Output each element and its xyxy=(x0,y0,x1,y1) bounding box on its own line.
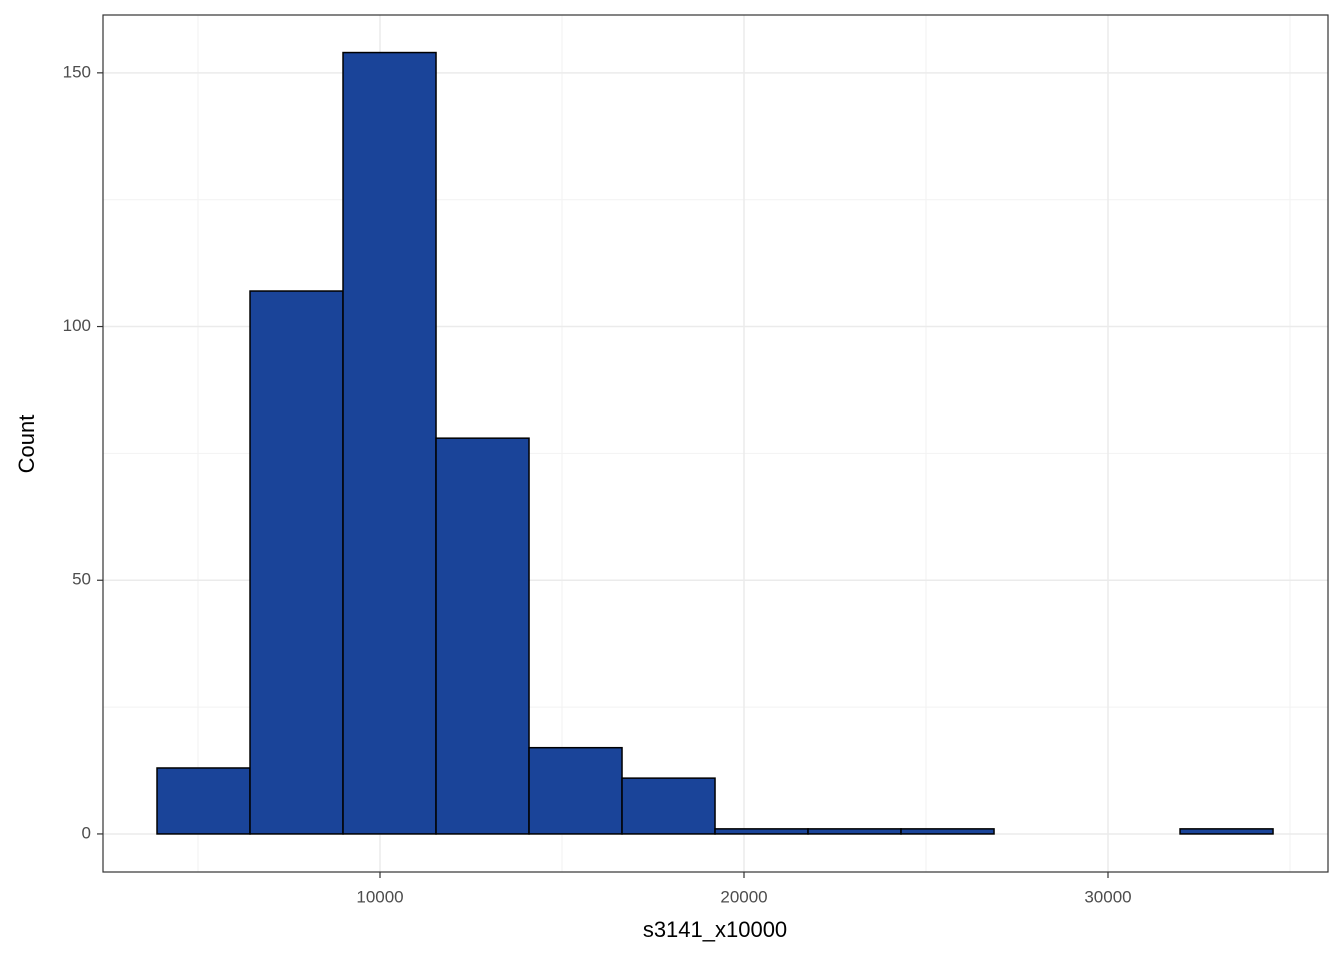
bar xyxy=(621,777,716,835)
bar xyxy=(528,746,623,835)
x-tick-label: 20000 xyxy=(720,887,767,906)
x-tick-label: 10000 xyxy=(356,887,403,906)
bar xyxy=(156,767,251,835)
bar xyxy=(342,51,437,835)
y-tick-label: 150 xyxy=(63,62,91,81)
y-tick-label: 0 xyxy=(82,823,91,842)
bar xyxy=(900,828,995,835)
x-tick-label: 30000 xyxy=(1084,887,1131,906)
bar xyxy=(249,290,344,835)
bar xyxy=(807,828,902,835)
y-tick-label: 50 xyxy=(72,570,91,589)
y-tick-label: 100 xyxy=(63,316,91,335)
y-axis-title: Count xyxy=(14,415,39,474)
bar xyxy=(435,437,530,835)
x-axis-title: s3141_x10000 xyxy=(643,917,787,942)
panel-border xyxy=(102,14,1329,873)
bar xyxy=(1179,828,1274,835)
bar xyxy=(714,828,809,835)
